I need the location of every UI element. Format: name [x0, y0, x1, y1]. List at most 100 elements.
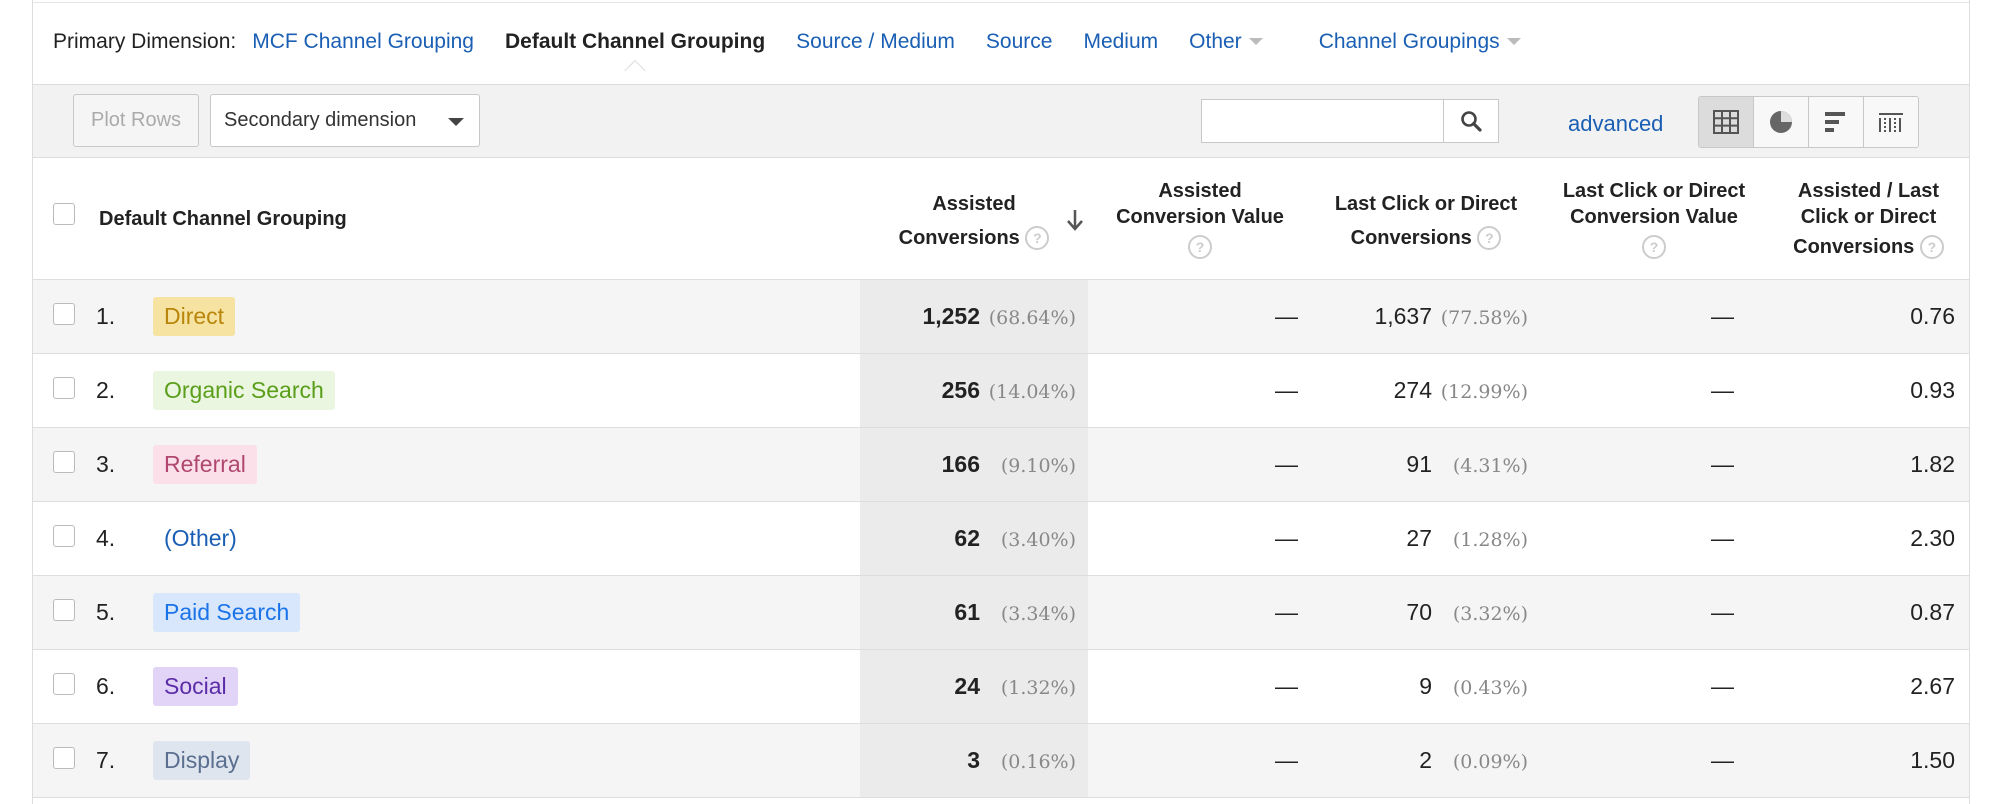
- bar-view-icon: [1825, 112, 1845, 132]
- header-assisted-value-line1: Assisted: [1158, 179, 1242, 202]
- row-checkbox[interactable]: [53, 302, 75, 325]
- header-ratio-line1: Assisted / Last: [1797, 179, 1940, 202]
- last-click-value: 1,637: [1374, 303, 1432, 329]
- last-click-value: 274: [1393, 377, 1432, 403]
- assisted-conversions-percent: (0.16%): [1000, 751, 1076, 773]
- table-row[interactable]: 1. Direct 1,252 (68.64%) — 1,637 (77.58%) — 0.76: [33, 279, 1969, 354]
- assisted-value-cell: —: [1088, 501, 1312, 576]
- last-click-conversion-value: —: [1711, 525, 1734, 551]
- plot-rows-button[interactable]: Plot Rows: [73, 94, 199, 147]
- row-checkbox[interactable]: [53, 450, 75, 473]
- advanced-filter-link[interactable]: advanced: [1568, 111, 1664, 136]
- dimension-source[interactable]: Source: [985, 30, 1053, 53]
- ratio-value: 2.30: [1910, 525, 1955, 551]
- assisted-conversions-value: 61: [954, 599, 980, 625]
- header-last-click-conversion-value[interactable]: Last Click or Direct Conversion Value ?: [1540, 158, 1768, 280]
- secondary-dimension-dropdown[interactable]: Secondary dimension: [210, 94, 480, 147]
- last-click-value-cell: —: [1540, 501, 1768, 576]
- dimension-mcf-channel-grouping[interactable]: MCF Channel Grouping: [252, 30, 474, 53]
- table-row[interactable]: 6. Social 24 (1.32%) — 9 (0.43%) — 2.67: [33, 649, 1969, 724]
- header-default-channel-grouping[interactable]: Default Channel Grouping: [95, 158, 860, 280]
- dimension-medium[interactable]: Medium: [1083, 30, 1159, 53]
- header-assisted-conversions-line2-wrap: Conversions ?: [861, 221, 1087, 255]
- header-ratio-line3-wrap: Conversions ?: [1769, 234, 1968, 260]
- dimension-source-medium[interactable]: Source / Medium: [796, 30, 955, 53]
- row-checkbox[interactable]: [53, 524, 75, 547]
- last-click-conversion-value: —: [1711, 451, 1734, 477]
- channel-groupings-label: Channel Groupings: [1318, 30, 1500, 53]
- last-click-value: 70: [1406, 599, 1432, 625]
- bar-view-button[interactable]: [1808, 97, 1863, 147]
- select-all-checkbox[interactable]: [53, 202, 75, 225]
- assisted-conversions-percent: (9.10%): [1000, 455, 1076, 477]
- channel-link[interactable]: Social: [153, 667, 238, 706]
- row-select-cell: [33, 501, 95, 576]
- grid-view-button[interactable]: [1699, 97, 1753, 147]
- question-mark-icon[interactable]: ?: [1919, 235, 1944, 260]
- ratio-value: 0.87: [1910, 599, 1955, 625]
- search-button[interactable]: [1443, 100, 1498, 142]
- header-assisted-last-click-ratio[interactable]: Assisted / Last Click or Direct Conversi…: [1768, 158, 1969, 280]
- assisted-conversions-cell: 62 (3.40%): [860, 501, 1088, 576]
- row-select-cell: [33, 575, 95, 650]
- ratio-cell: 2.67: [1768, 649, 1969, 724]
- header-assisted-conversion-value[interactable]: Assisted Conversion Value ?: [1088, 158, 1312, 280]
- assisted-value-cell: —: [1088, 353, 1312, 428]
- last-click-value: 91: [1406, 451, 1432, 477]
- channel-link[interactable]: Direct: [153, 297, 236, 336]
- row-checkbox[interactable]: [53, 598, 75, 621]
- row-checkbox[interactable]: [53, 672, 75, 695]
- assisted-conversions-cell: 256 (14.04%): [860, 353, 1088, 428]
- channel-link[interactable]: Paid Search: [153, 593, 301, 632]
- row-index: 4.: [95, 501, 152, 576]
- table-body: 1. Direct 1,252 (68.64%) — 1,637 (77.58%) — 0.76…: [33, 279, 1969, 798]
- row-index: 3.: [95, 427, 152, 502]
- channel-link[interactable]: (Other): [164, 525, 237, 551]
- assisted-conversions-percent: (3.34%): [1000, 603, 1076, 625]
- assisted-value: —: [1275, 525, 1298, 551]
- last-click-value-cell: —: [1540, 427, 1768, 502]
- question-mark-icon[interactable]: ?: [1642, 235, 1666, 260]
- header-last-click-conversions[interactable]: Last Click or Direct Conversions ?: [1312, 158, 1540, 280]
- channel-link[interactable]: Referral: [153, 445, 257, 484]
- table-search-input[interactable]: [1202, 100, 1442, 142]
- header-last-click-line1: Last Click or Direct: [1334, 192, 1518, 215]
- comparison-view-button[interactable]: [1863, 97, 1918, 147]
- search-icon: [1461, 111, 1482, 132]
- header-last-click-value-line2: Conversion Value: [1570, 205, 1738, 228]
- row-checkbox[interactable]: [53, 746, 75, 769]
- table-row[interactable]: 5. Paid Search 61 (3.34%) — 70 (3.32%) — 0.87: [33, 575, 1969, 650]
- channel-link[interactable]: Organic Search: [153, 371, 335, 410]
- table-search: [1201, 99, 1499, 143]
- ratio-value: 0.93: [1910, 377, 1955, 403]
- assisted-conversions-percent: (68.64%): [988, 307, 1076, 329]
- ratio-cell: 2.30: [1768, 501, 1969, 576]
- table-row[interactable]: 2. Organic Search 256 (14.04%) — 274 (12.99%) —…: [33, 353, 1969, 428]
- channel-groupings-dropdown[interactable]: Channel Groupings: [1319, 30, 1521, 54]
- table-row[interactable]: 3. Referral 166 (9.10%) — 91 (4.31%) — 1.82: [33, 427, 1969, 502]
- row-checkbox[interactable]: [53, 376, 75, 399]
- ratio-cell: 0.87: [1768, 575, 1969, 650]
- channel-link[interactable]: Display: [153, 741, 251, 780]
- last-click-cell: 274 (12.99%): [1312, 353, 1540, 428]
- channel-cell: Display: [152, 723, 860, 798]
- last-click-conversion-value: —: [1711, 673, 1734, 699]
- last-click-conversion-value: —: [1711, 377, 1734, 403]
- table-row[interactable]: 7. Display 3 (0.16%) — 2 (0.09%) — 1.50: [33, 723, 1969, 798]
- question-mark-icon[interactable]: ?: [1188, 235, 1212, 260]
- question-mark-icon[interactable]: ?: [1477, 226, 1502, 251]
- sort-down-arrow-icon[interactable]: [1066, 208, 1084, 232]
- question-mark-icon[interactable]: ?: [1025, 226, 1050, 251]
- table-row[interactable]: 4. (Other) 62 (3.40%) — 27 (1.28%) — 2.30: [33, 501, 1969, 576]
- assisted-value: —: [1275, 599, 1298, 625]
- last-click-conversion-value: —: [1711, 303, 1734, 329]
- header-assisted-conversions[interactable]: Assisted Conversions ?: [860, 158, 1088, 280]
- header-ratio-line3: Conversions: [1793, 235, 1915, 258]
- assisted-conversions-value: 62: [954, 525, 980, 551]
- pie-view-button[interactable]: [1753, 97, 1808, 147]
- dimension-other-dropdown[interactable]: Other: [1189, 30, 1263, 54]
- assisted-conversions-cell: 61 (3.34%): [860, 575, 1088, 650]
- ratio-value: 1.50: [1910, 747, 1955, 773]
- row-index: 5.: [95, 575, 152, 650]
- dimension-default-channel-grouping[interactable]: Default Channel Grouping: [505, 30, 766, 53]
